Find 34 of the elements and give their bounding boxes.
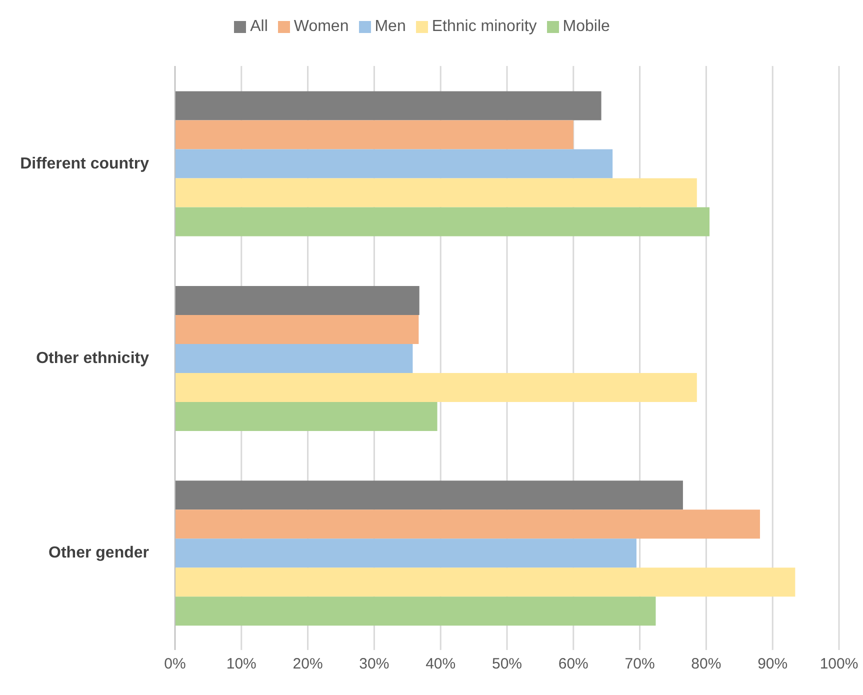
bar bbox=[175, 207, 710, 236]
bar bbox=[175, 538, 636, 568]
bar bbox=[175, 286, 420, 315]
x-tick-label: 30% bbox=[359, 656, 390, 673]
x-tick-label: 0% bbox=[164, 656, 186, 673]
y-tick-label: Different country bbox=[20, 155, 150, 172]
x-tick-label: 50% bbox=[492, 656, 522, 673]
x-tick-label: 20% bbox=[292, 656, 323, 673]
bar bbox=[175, 568, 796, 597]
legend-label: Ethnic minority bbox=[432, 18, 537, 35]
bar bbox=[175, 372, 697, 402]
bar bbox=[175, 91, 602, 120]
x-tick-label: 70% bbox=[624, 656, 655, 673]
legend-label: Mobile bbox=[562, 18, 610, 35]
bar bbox=[175, 120, 574, 150]
x-tick-label: 90% bbox=[758, 656, 788, 673]
bar bbox=[175, 344, 413, 373]
bar bbox=[175, 510, 760, 539]
bar bbox=[175, 149, 613, 178]
y-tick-label: Other gender bbox=[48, 544, 149, 562]
x-tick-label: 60% bbox=[558, 656, 588, 673]
x-tick-label: 100% bbox=[820, 656, 858, 673]
legend-label: Women bbox=[294, 18, 349, 35]
x-tick-label: 40% bbox=[426, 656, 456, 673]
bar bbox=[175, 314, 419, 344]
y-tick-label: Other ethnicity bbox=[36, 350, 150, 367]
legend-label: All bbox=[250, 18, 268, 35]
x-tick-label: 10% bbox=[226, 656, 256, 673]
bar bbox=[175, 596, 656, 626]
bar bbox=[175, 178, 697, 208]
bar bbox=[175, 480, 683, 510]
legend-label: Men bbox=[374, 18, 406, 35]
bar bbox=[175, 402, 438, 431]
x-tick-label: 80% bbox=[691, 656, 722, 673]
